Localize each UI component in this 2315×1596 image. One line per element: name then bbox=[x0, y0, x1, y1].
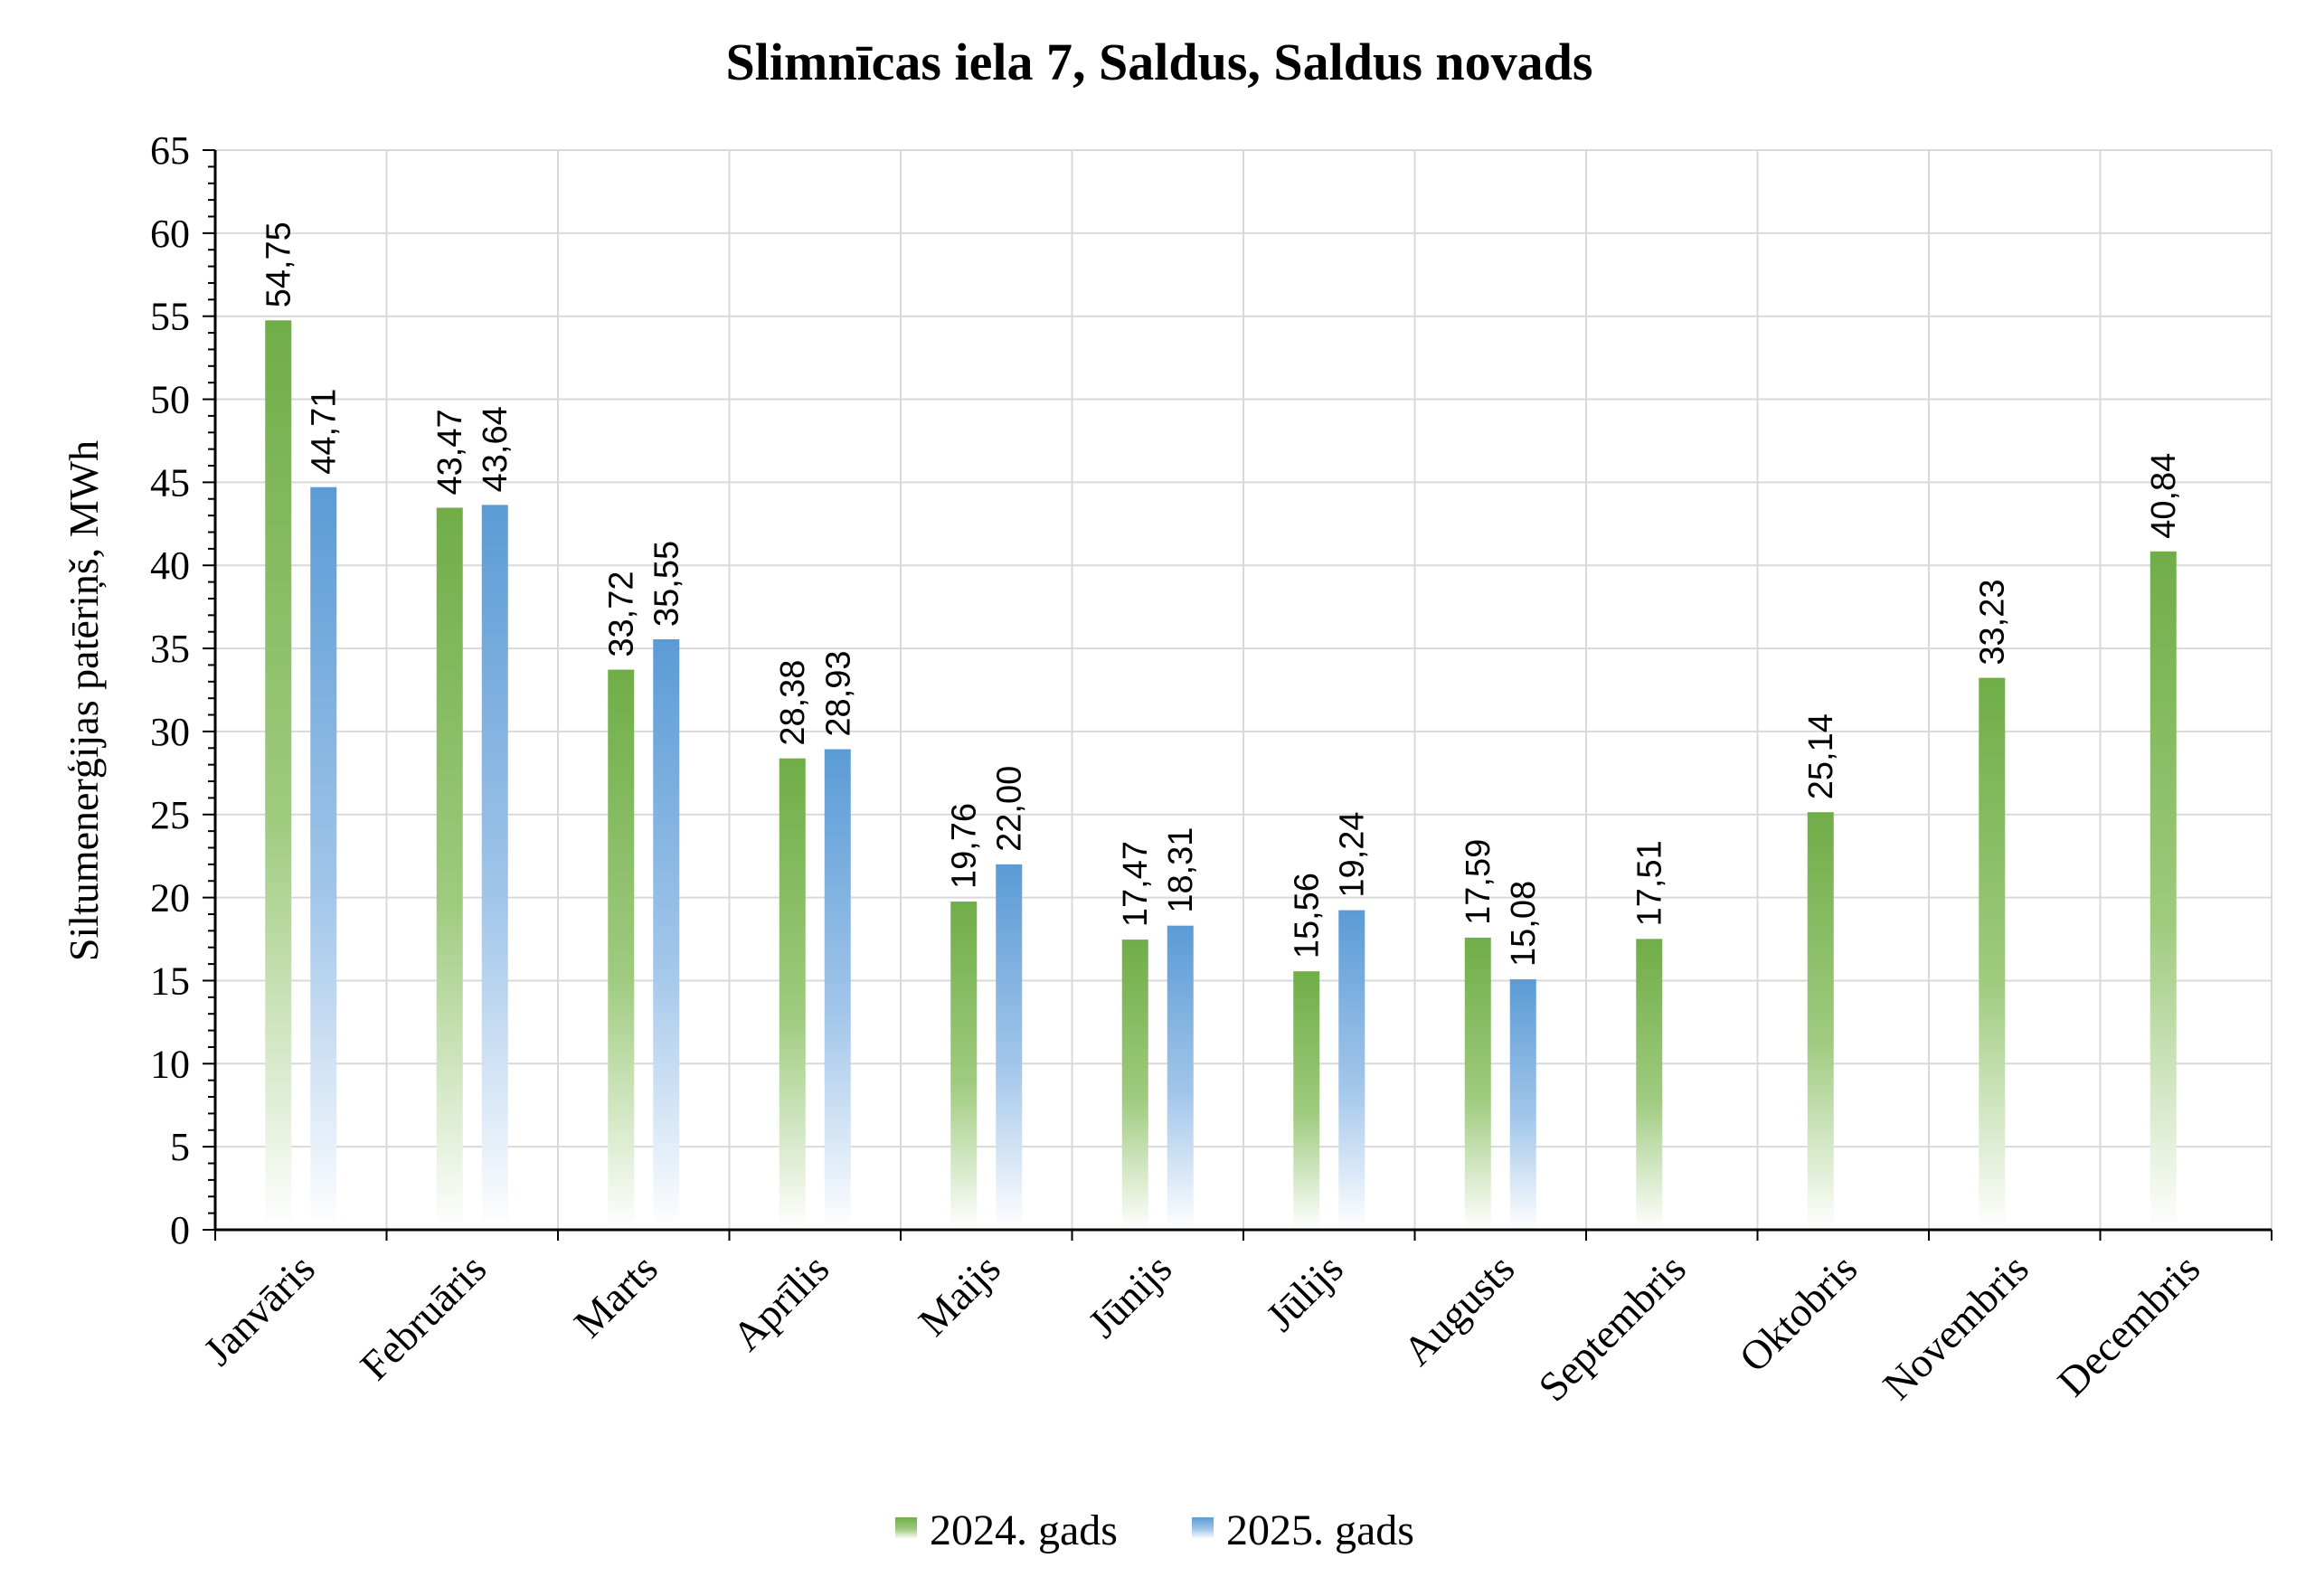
bar-2025-2 bbox=[653, 638, 680, 1230]
data-label: 43,47 bbox=[431, 409, 469, 495]
data-label: 28,93 bbox=[819, 650, 857, 736]
y-tick-label: 10 bbox=[150, 1042, 190, 1086]
data-label: 18,31 bbox=[1162, 827, 1200, 913]
y-tick-label: 65 bbox=[150, 128, 190, 173]
chart-title: Slimnīcas iela 7, Saldus, Saldus novads bbox=[726, 33, 1593, 91]
bar-2024-2 bbox=[608, 669, 635, 1230]
data-label: 15,08 bbox=[1505, 881, 1543, 967]
bars bbox=[265, 320, 2177, 1230]
data-label: 44,71 bbox=[306, 389, 344, 475]
axes bbox=[203, 149, 2272, 1241]
data-label: 33,72 bbox=[603, 571, 641, 656]
y-tick-label: 60 bbox=[150, 212, 190, 256]
y-axis-title: Siltumenerģijas patēriņš, MWh bbox=[61, 440, 107, 961]
data-label: 40,84 bbox=[2145, 453, 2183, 539]
bar-2024-6 bbox=[1293, 971, 1320, 1230]
y-tick-label: 15 bbox=[150, 959, 190, 1003]
bar-2025-4 bbox=[996, 864, 1023, 1230]
x-tick-label: Maijs bbox=[910, 1245, 1009, 1345]
bar-2025-3 bbox=[824, 749, 851, 1230]
x-tick-label: Februāris bbox=[351, 1245, 495, 1389]
data-label: 22,00 bbox=[991, 766, 1029, 852]
y-tick-label: 55 bbox=[150, 295, 190, 339]
y-tick-label: 25 bbox=[150, 793, 190, 837]
y-tick-label: 35 bbox=[150, 627, 190, 671]
legend: 2024. gads 2025. gads bbox=[895, 1506, 1414, 1554]
y-tick-label: 45 bbox=[150, 460, 190, 505]
data-label: 54,75 bbox=[260, 222, 298, 307]
data-label: 17,51 bbox=[1631, 840, 1669, 926]
bar-2024-0 bbox=[265, 320, 292, 1230]
legend-swatch bbox=[1192, 1517, 1214, 1539]
bar-2025-7 bbox=[1509, 978, 1536, 1230]
bar-2024-1 bbox=[436, 507, 463, 1230]
legend-label: 2025. gads bbox=[1226, 1506, 1414, 1554]
legend-label: 2024. gads bbox=[930, 1506, 1118, 1554]
gridlines bbox=[215, 149, 2272, 1230]
x-tick-label: Jūnijs bbox=[1079, 1245, 1180, 1346]
y-tick-labels: 0 5 10 15 20 25 30 35 40 45 50 55 60 65 bbox=[150, 128, 190, 1252]
y-tick-label: 50 bbox=[150, 378, 190, 422]
x-tick-label: Janvāris bbox=[194, 1245, 324, 1374]
bar-2025-1 bbox=[481, 505, 508, 1230]
x-tick-label: Novembris bbox=[1874, 1245, 2037, 1409]
legend-swatch bbox=[895, 1517, 917, 1539]
x-tick-label: Marts bbox=[565, 1245, 666, 1346]
bar-2024-9 bbox=[1807, 812, 1834, 1230]
y-tick-label: 5 bbox=[170, 1125, 190, 1169]
y-tick-label: 30 bbox=[150, 710, 190, 754]
bar-2024-8 bbox=[1636, 939, 1663, 1230]
data-label: 15,56 bbox=[1289, 873, 1327, 959]
x-tick-label: Decembris bbox=[2048, 1245, 2208, 1405]
y-tick-label: 40 bbox=[150, 543, 190, 588]
x-tick-labels: Janvāris Februāris Marts Aprīlis Maijs Jūnijs… bbox=[194, 1245, 2208, 1410]
x-tick-label: Augusts bbox=[1394, 1245, 1524, 1374]
bar-2024-10 bbox=[1979, 677, 2006, 1230]
bar-2024-11 bbox=[2150, 551, 2177, 1230]
data-label: 19,76 bbox=[946, 803, 984, 889]
bar-2025-0 bbox=[310, 486, 337, 1230]
data-label: 17,47 bbox=[1117, 841, 1155, 927]
bar-2024-7 bbox=[1464, 937, 1491, 1230]
y-tick-label: 20 bbox=[150, 876, 190, 921]
bar-2024-3 bbox=[779, 758, 806, 1230]
bar-2024-4 bbox=[950, 902, 978, 1230]
data-labels: 54,75 43,47 33,72 28,38 19,76 17,47 15,56 17,59… bbox=[260, 222, 2184, 967]
data-label: 35,55 bbox=[648, 541, 686, 627]
bar-2025-5 bbox=[1167, 925, 1194, 1230]
data-label: 17,59 bbox=[1460, 839, 1498, 925]
data-label: 33,23 bbox=[1974, 579, 2012, 665]
x-tick-label: Jūlijs bbox=[1257, 1245, 1352, 1340]
x-tick-label: Oktobris bbox=[1730, 1245, 1866, 1381]
x-tick-label: Aprīlis bbox=[723, 1245, 837, 1359]
bar-2024-5 bbox=[1121, 940, 1148, 1230]
bar-2025-6 bbox=[1338, 910, 1365, 1230]
data-label: 19,24 bbox=[1334, 811, 1372, 897]
y-tick-label: 0 bbox=[170, 1208, 190, 1252]
data-label: 28,38 bbox=[774, 660, 812, 746]
x-tick-label: Septembris bbox=[1529, 1245, 1694, 1410]
data-label: 43,64 bbox=[477, 406, 515, 492]
data-label: 25,14 bbox=[1802, 713, 1840, 799]
